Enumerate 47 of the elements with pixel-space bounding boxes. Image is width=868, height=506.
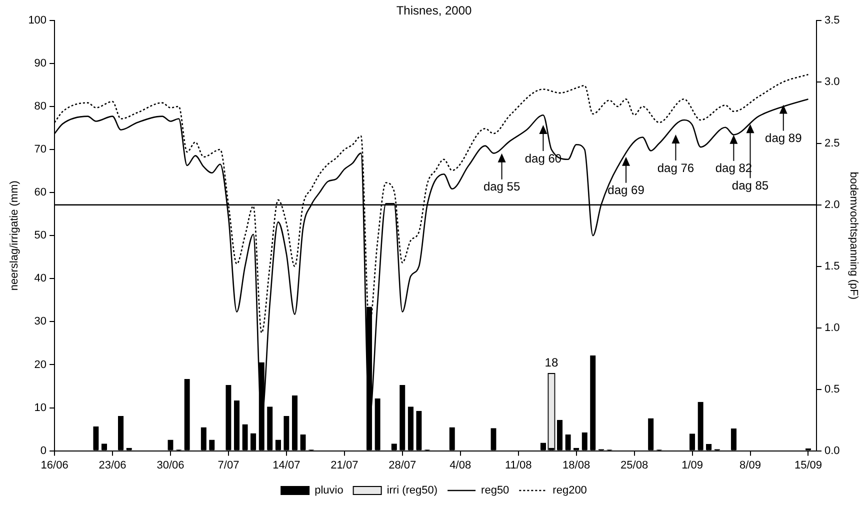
y-tick-label: 70: [34, 144, 47, 156]
annotation: dag 55: [483, 180, 520, 194]
x-tick-label: 16/06: [40, 459, 68, 472]
annotation: dag 69: [608, 183, 645, 198]
y-tick-label: 50: [34, 230, 47, 242]
y2-tick-label: 0.0: [824, 444, 840, 457]
y-axis-title: neerslag/irrigatie (mm): [8, 180, 21, 291]
x-tick-label: 15/09: [794, 459, 822, 472]
x-tick-label: 23/06: [98, 459, 126, 472]
annotation: dag 76: [657, 160, 694, 175]
x-tick-label: 8/09: [740, 459, 761, 472]
x-tick-label: 18/08: [562, 459, 590, 472]
y-tick-label: 40: [34, 272, 47, 285]
y-tick-label: 10: [34, 402, 47, 414]
y-tick-label: 0: [40, 444, 47, 457]
y2-tick-label: 1.5: [824, 260, 840, 272]
x-tick-label: 11/08: [504, 459, 532, 472]
y2-tick-label: 3.5: [824, 14, 840, 26]
legend-label: reg50: [481, 484, 510, 497]
x-tick-label: 30/06: [156, 459, 184, 472]
chart-title: Thisnes, 2000: [396, 4, 472, 18]
y-tick-label: 80: [34, 100, 47, 113]
y2-tick-label: 2.5: [824, 137, 840, 150]
x-tick-label: 14/07: [272, 459, 300, 472]
y2-tick-label: 0.5: [824, 383, 840, 396]
y2-tick-label: 2.0: [824, 198, 840, 211]
x-tick-label: 1/09: [682, 459, 703, 472]
y-tick-label: 90: [34, 57, 47, 70]
x-tick-label: 25/08: [620, 459, 648, 472]
x-tick-label: 4/08: [450, 459, 472, 472]
x-tick-label: 21/07: [330, 459, 358, 472]
y-tick-label: 60: [34, 186, 47, 199]
annotation: dag 60: [524, 151, 562, 166]
legend-label: reg200: [552, 484, 587, 497]
legend-label: irri (reg50): [386, 484, 438, 497]
y2-tick-label: 3.0: [824, 76, 840, 88]
legend-label: pluvio: [314, 484, 344, 497]
y-tick-label: 30: [34, 316, 47, 328]
y2-tick-label: 1.0: [824, 322, 840, 334]
y-tick-label: 100: [28, 14, 47, 26]
y2-axis-title: bodemvochtspanning (pF): [847, 172, 860, 300]
y-tick-label: 20: [34, 358, 47, 371]
annotation: dag 89: [765, 131, 802, 146]
x-tick-label: 28/07: [388, 459, 416, 472]
data-label: 18: [544, 356, 558, 370]
annotation: dag 85: [732, 178, 769, 192]
x-tick-label: 7/07: [218, 459, 240, 472]
